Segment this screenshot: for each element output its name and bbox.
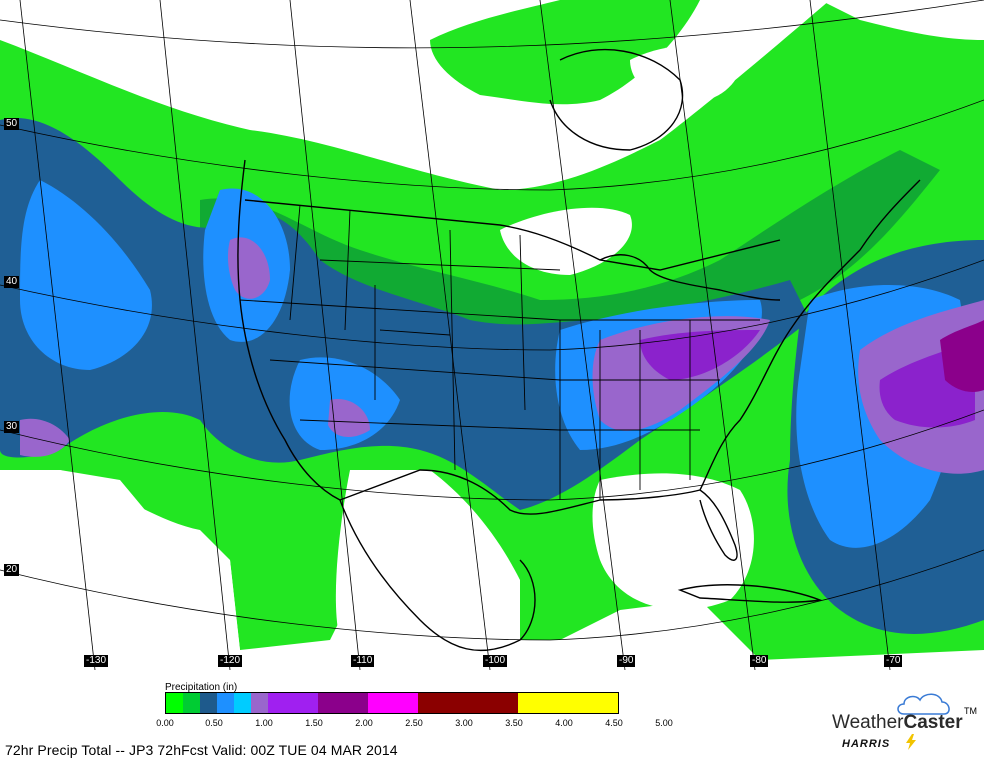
legend-title: Precipitation (in) xyxy=(165,682,238,693)
lat-label-50: 50 xyxy=(4,118,20,130)
lon-label-110: -110 xyxy=(351,655,375,667)
lon-label-130: -130 xyxy=(84,655,109,667)
scale-tick-7: 3.50 xyxy=(505,718,523,728)
scale-tick-10: 5.00 xyxy=(655,718,673,728)
scale-tick-4: 2.00 xyxy=(355,718,373,728)
great-lakes xyxy=(599,254,781,301)
precip-dry-areas xyxy=(0,0,984,650)
scale-tick-3: 1.50 xyxy=(305,718,323,728)
logo-caster: Caster xyxy=(903,712,963,733)
logo-weather: Weather xyxy=(832,712,904,733)
scale-swatch-11 xyxy=(518,693,568,713)
gulf-coast xyxy=(339,469,701,515)
scale-swatch-6 xyxy=(268,693,318,713)
scale-tick-6: 3.00 xyxy=(455,718,473,728)
precip-color-scale xyxy=(165,692,619,714)
us-west-coast xyxy=(237,159,341,501)
scale-swatch-4 xyxy=(234,693,251,713)
scale-tick-0: 0.00 xyxy=(156,718,174,728)
precip-magenta-cores xyxy=(940,320,984,392)
east-coast xyxy=(699,179,921,491)
us-canada-border xyxy=(244,199,781,271)
scale-swatch-2 xyxy=(200,693,217,713)
lightning-icon xyxy=(906,734,916,750)
logo-trademark: TM xyxy=(964,706,977,716)
precipitation-map xyxy=(0,0,984,670)
lat-label-40: 40 xyxy=(4,276,20,288)
scale-tick-2: 1.00 xyxy=(255,718,273,728)
lat-label-20: 20 xyxy=(4,564,20,576)
state-boundaries xyxy=(239,204,760,500)
scale-tick-8: 4.00 xyxy=(555,718,573,728)
florida xyxy=(699,489,738,561)
map-graticule xyxy=(0,0,984,670)
scale-swatch-3 xyxy=(217,693,234,713)
cuba xyxy=(677,584,823,603)
lon-label-90: -90 xyxy=(617,655,636,667)
lon-label-120: -120 xyxy=(218,655,243,667)
map-boundaries xyxy=(237,48,921,652)
lon-label-80: -80 xyxy=(750,655,769,667)
mexico-coast xyxy=(339,499,536,652)
scale-swatch-12 xyxy=(568,693,618,713)
scale-swatch-8 xyxy=(368,693,418,713)
hudson-bay xyxy=(549,48,684,151)
logo-wordmark: WeatherCaster xyxy=(832,712,963,734)
weathercaster-logo: WeatherCaster TM HARRIS xyxy=(832,690,977,758)
scale-tick-1: 0.50 xyxy=(205,718,223,728)
lon-label-70: -70 xyxy=(884,655,903,667)
scale-swatch-7 xyxy=(318,693,368,713)
forecast-caption: 72hr Precip Total -- JP3 72hFcst Valid: … xyxy=(5,742,398,758)
lon-label-100: -100 xyxy=(483,655,508,667)
scale-swatch-9 xyxy=(418,693,468,713)
scale-tick-9: 4.50 xyxy=(605,718,623,728)
cloud-icon xyxy=(897,693,950,715)
scale-swatch-10 xyxy=(468,693,518,713)
lat-label-30: 30 xyxy=(4,421,20,433)
scale-swatch-0 xyxy=(166,693,183,713)
scale-swatch-5 xyxy=(251,693,268,713)
logo-harris: HARRIS xyxy=(842,738,891,750)
scale-swatch-1 xyxy=(183,693,200,713)
scale-tick-5: 2.50 xyxy=(405,718,423,728)
